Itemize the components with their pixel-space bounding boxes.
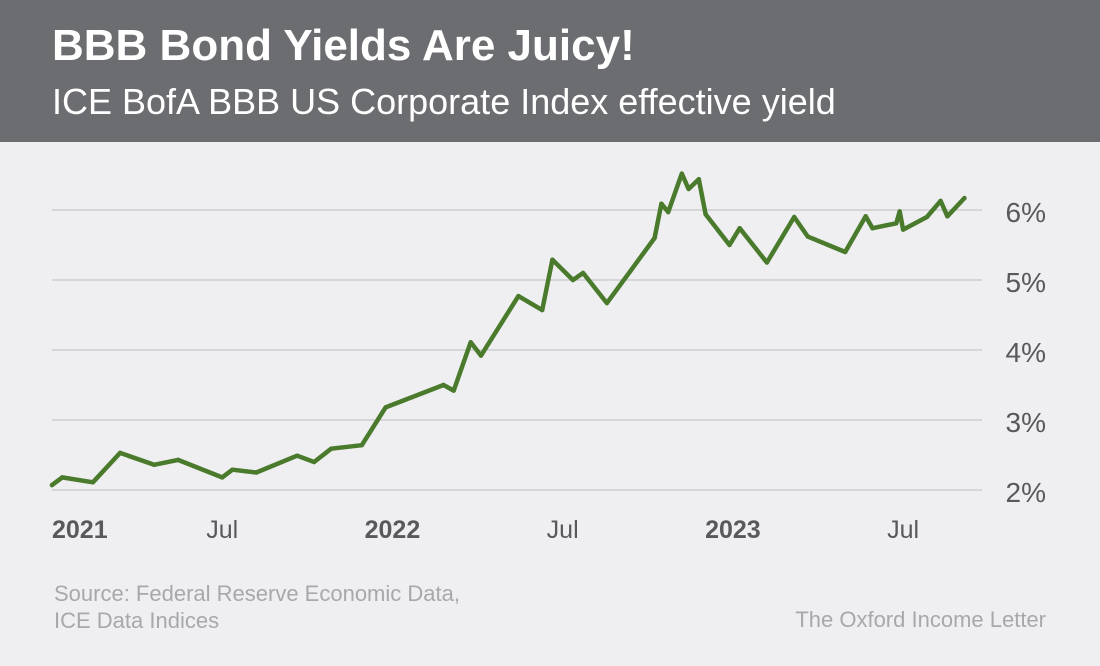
- data-point: [703, 212, 708, 217]
- data-point: [679, 171, 685, 176]
- x-tick-label: Jul: [206, 516, 238, 544]
- data-point: [516, 293, 521, 299]
- publisher-credit: The Oxford Income Letter: [795, 607, 1046, 632]
- data-point: [604, 300, 610, 306]
- data-point: [117, 450, 123, 456]
- data-point: [894, 221, 899, 226]
- x-tick-label: Jul: [547, 516, 579, 544]
- data-point: [151, 462, 157, 467]
- data-point: [90, 480, 96, 485]
- data-point: [805, 234, 810, 239]
- data-point: [945, 214, 950, 219]
- data-point: [737, 226, 742, 231]
- data-point: [60, 475, 65, 480]
- source-note: Source: Federal Reserve Economic Data, I…: [54, 580, 460, 634]
- data-point: [550, 257, 555, 262]
- data-point: [938, 198, 943, 204]
- chart-subtitle: ICE BofA BBB US Corporate Index effectiv…: [52, 81, 836, 122]
- data-point: [311, 459, 317, 465]
- data-point: [727, 242, 732, 248]
- data-point: [962, 195, 967, 201]
- data-point: [468, 340, 473, 345]
- y-tick-label: 3%: [1006, 407, 1046, 438]
- data-point: [900, 227, 906, 232]
- x-axis-ticks: 2021 Jul 2022 Jul 2023 Jul: [52, 516, 919, 544]
- data-point: [686, 186, 691, 192]
- data-point: [764, 260, 770, 265]
- data-point: [870, 226, 875, 231]
- data-point: [580, 270, 586, 276]
- data-point: [843, 249, 848, 255]
- data-point: [924, 214, 930, 220]
- data-point: [359, 443, 365, 448]
- data-point: [791, 214, 797, 220]
- y-tick-label: 4%: [1006, 337, 1046, 368]
- data-point: [294, 453, 300, 458]
- data-point: [254, 470, 259, 475]
- data-point: [220, 475, 225, 480]
- y-axis-ticks: 2% 3% 4% 5% 6%: [1006, 197, 1046, 508]
- data-point: [659, 201, 664, 206]
- source-line-1: Source: Federal Reserve Economic Data,: [54, 581, 460, 606]
- data-point: [863, 214, 868, 219]
- data-point: [665, 209, 671, 215]
- x-tick-label: 2023: [705, 516, 761, 544]
- data-point: [49, 482, 55, 488]
- data-point: [230, 467, 235, 472]
- data-point: [696, 177, 702, 182]
- data-point: [451, 388, 456, 393]
- y-tick-label: 6%: [1006, 197, 1046, 228]
- data-point: [328, 446, 334, 451]
- gridlines: [52, 209, 982, 491]
- source-line-2: ICE Data Indices: [54, 608, 220, 633]
- y-tick-label: 5%: [1006, 267, 1046, 298]
- chart-title: BBB Bond Yields Are Juicy!: [52, 21, 635, 70]
- x-tick-label: 2021: [52, 516, 108, 544]
- header-banner: BBB Bond Yields Are Juicy! ICE BofA BBB …: [0, 0, 1100, 142]
- data-point: [897, 209, 902, 214]
- data-point: [540, 307, 545, 313]
- series-line-0: [49, 171, 967, 488]
- data-point: [652, 235, 657, 241]
- series-layer: [49, 171, 967, 488]
- x-tick-label: Jul: [887, 516, 919, 544]
- data-point: [570, 277, 576, 283]
- data-point: [441, 382, 446, 388]
- y-tick-label: 2%: [1006, 477, 1046, 508]
- data-point: [175, 457, 181, 463]
- data-point: [383, 405, 388, 410]
- x-tick-label: 2022: [365, 516, 421, 544]
- data-point: [478, 353, 484, 358]
